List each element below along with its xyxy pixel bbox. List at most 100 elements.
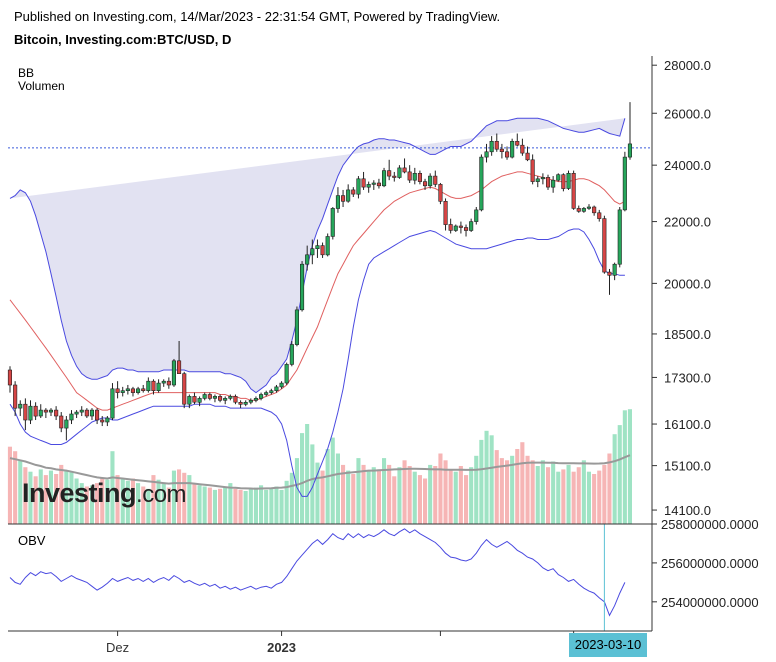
volume-bars — [7, 409, 632, 524]
candle-body — [177, 360, 182, 374]
volume-bar — [259, 485, 264, 524]
candle-body — [171, 360, 176, 386]
candle-body — [223, 398, 228, 401]
candle-body — [187, 396, 192, 405]
volume-bar — [233, 488, 238, 524]
candle — [479, 154, 484, 212]
volume-bar — [125, 480, 130, 524]
candle-body — [530, 159, 535, 182]
candle — [74, 410, 79, 419]
candle-body — [130, 388, 135, 393]
candle-body — [74, 411, 79, 415]
volume-bar — [146, 488, 151, 524]
candle — [279, 381, 284, 389]
candle — [28, 400, 33, 425]
volume-bar — [458, 466, 463, 524]
candle-body — [33, 405, 38, 417]
volume-bar — [392, 476, 397, 524]
volume-bar — [474, 455, 479, 524]
candle-body — [428, 175, 433, 187]
candle — [566, 170, 571, 190]
volume-bar — [612, 434, 617, 524]
candle-body — [141, 388, 146, 391]
crosshair-date-label: 2023-03-10 — [569, 633, 647, 657]
candle — [207, 392, 212, 401]
candle-body — [602, 218, 607, 273]
candle — [120, 386, 125, 397]
candle-body — [438, 184, 443, 202]
candle — [136, 386, 141, 395]
y-tick-label: 16100.0 — [664, 417, 711, 432]
candle — [130, 386, 135, 397]
x-tick-label: 2023 — [267, 640, 296, 655]
obv-tick-label: 258000000.0000 — [661, 517, 759, 532]
candle-body — [166, 380, 171, 386]
candle-body — [627, 143, 633, 158]
bb-indicator-label[interactable]: BB — [18, 66, 35, 80]
candle — [530, 154, 535, 185]
candle — [597, 209, 602, 222]
candle — [238, 400, 243, 409]
candle-body — [218, 396, 223, 401]
candle — [284, 362, 289, 385]
candle — [310, 239, 315, 265]
volume-bar — [43, 475, 48, 524]
candle — [387, 159, 392, 181]
volume-bar — [161, 483, 166, 524]
candle — [100, 416, 105, 427]
candle-body — [294, 309, 300, 345]
candle-body — [279, 382, 284, 388]
volume-bar — [622, 410, 627, 524]
candle — [69, 410, 74, 425]
volume-bar — [556, 471, 561, 524]
obv-indicator-label[interactable]: OBV — [18, 533, 46, 548]
volume-bar — [571, 471, 576, 524]
candle — [525, 146, 530, 162]
candle — [381, 167, 387, 188]
volume-bar — [300, 433, 305, 524]
volume-bar — [407, 466, 412, 524]
obv-tick-label: 254000000.0000 — [661, 595, 759, 610]
candle-body — [458, 225, 463, 228]
candle — [325, 233, 330, 257]
volume-bar — [341, 464, 346, 524]
candle-body — [248, 399, 253, 403]
candle — [141, 384, 146, 393]
candle-body — [13, 384, 18, 409]
candle-body — [617, 209, 622, 265]
published-note: Published on Investing.com, 14/Mar/2023 … — [14, 9, 501, 24]
candle — [504, 146, 510, 160]
candle-body — [561, 174, 566, 189]
candle-body — [202, 394, 207, 399]
candle-body — [397, 167, 402, 178]
volume-bar — [202, 486, 207, 524]
candle — [586, 204, 592, 210]
volume-bar — [443, 460, 448, 524]
volume-bar — [351, 474, 356, 524]
volume-bar — [576, 467, 581, 524]
volume-bar — [28, 471, 33, 524]
candle — [248, 398, 253, 405]
volume-indicator-label[interactable]: Volumen — [18, 79, 65, 93]
candle — [361, 171, 366, 190]
volume-bar — [207, 487, 212, 524]
candle — [551, 176, 556, 193]
candle — [581, 207, 586, 213]
candle-body — [463, 227, 469, 231]
volume-bar — [305, 424, 310, 524]
candle-body — [125, 388, 130, 391]
volume-bar — [546, 467, 551, 524]
candle-body — [515, 141, 520, 146]
candle — [602, 215, 607, 274]
candle-body — [69, 413, 74, 421]
volume-bar — [289, 472, 294, 524]
candle-body — [381, 170, 387, 187]
candle-body — [545, 177, 551, 188]
candle-body — [499, 148, 504, 153]
candle — [556, 173, 561, 182]
candle-body — [581, 208, 586, 212]
candle-body — [192, 396, 197, 403]
candle — [561, 173, 566, 192]
candle — [433, 170, 438, 188]
